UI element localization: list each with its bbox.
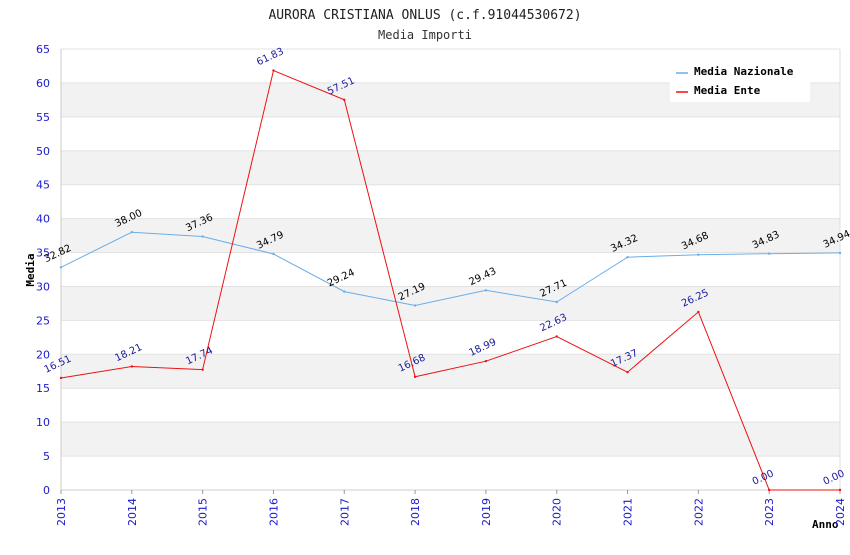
y-tick-label: 0: [43, 484, 50, 497]
x-axis-title: Anno: [812, 518, 839, 531]
y-tick-label: 15: [36, 382, 50, 395]
x-tick-labels: 2013 2014 2015 2016 2017 2018 2019 2020 2021 2022…: [55, 498, 847, 526]
axes: [60, 49, 841, 494]
x-tick-label: 2013: [55, 498, 68, 526]
grid-band: [61, 286, 840, 321]
y-tick-label: 30: [36, 280, 50, 293]
data-point: [555, 300, 558, 304]
x-tick-label: 2019: [480, 498, 493, 526]
y-tick-label: 50: [36, 145, 50, 158]
data-label: 29.43: [468, 266, 499, 288]
x-tick-label: 2022: [692, 498, 705, 526]
data-point: [201, 368, 204, 371]
data-point: [272, 69, 275, 72]
x-tick-label: 2014: [126, 498, 139, 526]
data-point: [697, 310, 700, 314]
data-point: [626, 370, 629, 374]
data-point: [555, 335, 558, 338]
series-line-media-ente: [60, 69, 840, 491]
data-point: [130, 230, 134, 234]
y-tick-labels: 0 5 10 15 20 25 30 35 40 45 50 55 60 65: [36, 43, 50, 497]
data-point: [626, 255, 629, 259]
x-tick-label: 2021: [622, 498, 635, 526]
data-label: 0.00: [751, 468, 776, 487]
x-tick-label: 2020: [551, 498, 564, 526]
y-tick-label: 65: [36, 43, 50, 56]
series-line-media-nazionale: [60, 231, 841, 307]
data-point: [413, 304, 417, 307]
x-tick-label: 2024: [834, 498, 847, 526]
data-point: [413, 375, 417, 379]
data-point: [272, 252, 275, 256]
data-label: 0.00: [822, 468, 847, 487]
data-point: [59, 376, 63, 380]
y-tick-label: 45: [36, 179, 50, 192]
data-point: [838, 251, 842, 255]
y-tick-label: 40: [36, 213, 50, 226]
data-point: [59, 266, 63, 269]
series-lines: [59, 69, 842, 492]
y-tick-label: 35: [36, 247, 50, 260]
legend-label-ente: Media Ente: [694, 84, 761, 97]
x-tick-label: 2017: [338, 498, 351, 526]
data-point: [838, 488, 842, 492]
y-tick-label: 60: [36, 77, 50, 90]
x-tick-label: 2018: [409, 498, 422, 526]
data-point: [201, 235, 204, 238]
data-point: [767, 252, 771, 255]
data-point: [343, 290, 346, 293]
y-tick-label: 10: [36, 416, 50, 429]
y-tick-label: 20: [36, 348, 50, 361]
data-point: [484, 359, 488, 363]
grid-band: [61, 354, 840, 389]
data-point: [697, 253, 700, 256]
x-tick-label: 2023: [763, 498, 776, 526]
legend-box: [670, 60, 810, 102]
chart-title: AURORA CRISTIANA ONLUS (c.f.91044530672): [268, 8, 581, 23]
grid-band: [61, 422, 840, 457]
legend-label-nazionale: Media Nazionale: [694, 65, 794, 78]
y-axis-title: Media: [24, 253, 37, 286]
grid-band: [61, 150, 840, 185]
y-tick-label: 25: [36, 314, 50, 327]
data-point: [130, 365, 134, 368]
y-tick-label: 5: [43, 450, 50, 463]
legend: Media Nazionale Media Ente: [670, 60, 810, 102]
data-point: [484, 289, 488, 292]
data-point: [767, 488, 771, 492]
x-tick-label: 2015: [197, 498, 210, 526]
data-point: [343, 98, 346, 102]
grid-band: [61, 218, 840, 253]
chart-subtitle: Media Importi: [378, 28, 472, 42]
x-tick-label: 2016: [267, 498, 280, 526]
grid-bands: [61, 48, 840, 491]
y-tick-label: 55: [36, 111, 50, 124]
